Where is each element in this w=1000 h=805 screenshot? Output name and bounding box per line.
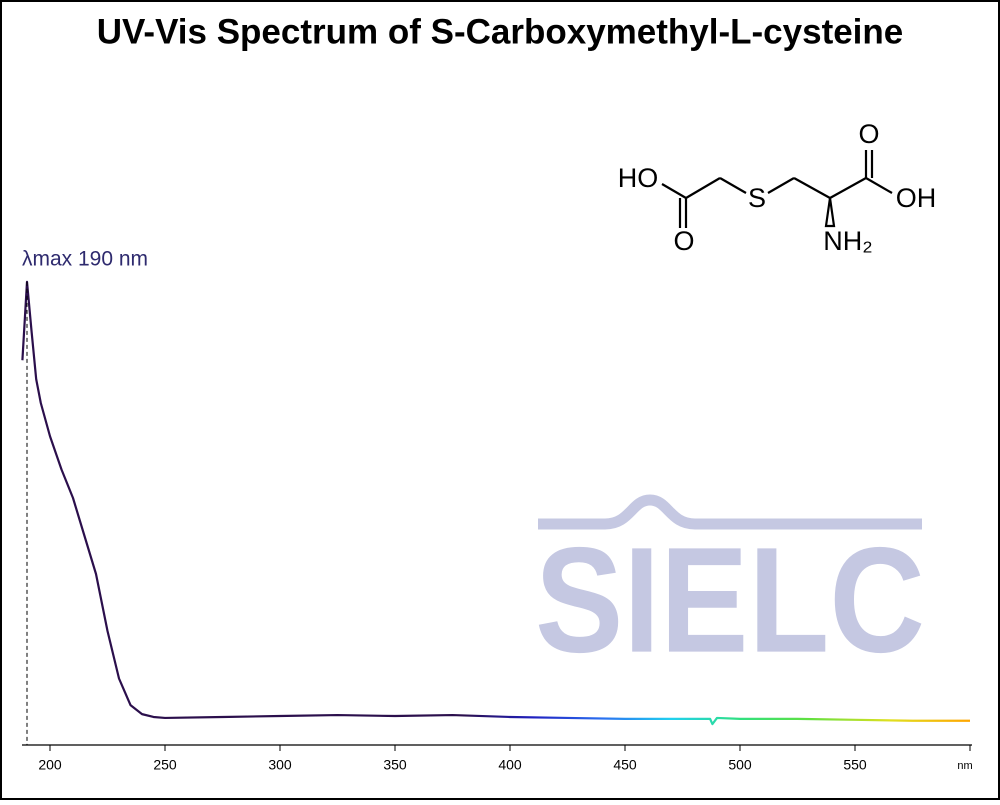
x-tick-label: 350 (383, 757, 407, 773)
atom-label: S (748, 183, 766, 213)
atom-label: HO (618, 163, 659, 193)
atom-label: NH₂ (823, 226, 872, 256)
bond (661, 183, 687, 199)
bond (865, 177, 893, 194)
structure: HO O S O OH NH₂ (618, 119, 937, 256)
chart-title: UV-Vis Spectrum of S-Carboxymethyl-L-cys… (97, 12, 904, 51)
x-tick-label: 450 (613, 757, 637, 773)
x-tick-label: 300 (268, 757, 292, 773)
bond (719, 177, 747, 194)
wedge-bond (824, 197, 836, 228)
spectrum-line (21, 280, 970, 726)
watermark-text: SIELC (535, 516, 925, 684)
bond (793, 177, 831, 199)
watermark: SIELC (535, 494, 925, 684)
x-tick-label: 400 (498, 757, 522, 773)
atom-label: O (673, 226, 694, 256)
x-tick-label: 550 (843, 757, 867, 773)
bond (685, 177, 721, 199)
x-tick-label: 200 (38, 757, 62, 773)
x-tick-label: 250 (153, 757, 177, 773)
x-tick-label: 500 (728, 757, 752, 773)
watermark-swoosh (538, 494, 922, 530)
x-tick-label: nm (957, 760, 972, 772)
atom-label: OH (896, 183, 937, 213)
bond (829, 177, 867, 199)
atom-label: O (858, 119, 879, 149)
bond (767, 177, 795, 194)
annotation: λmax 190 nm (22, 248, 148, 271)
